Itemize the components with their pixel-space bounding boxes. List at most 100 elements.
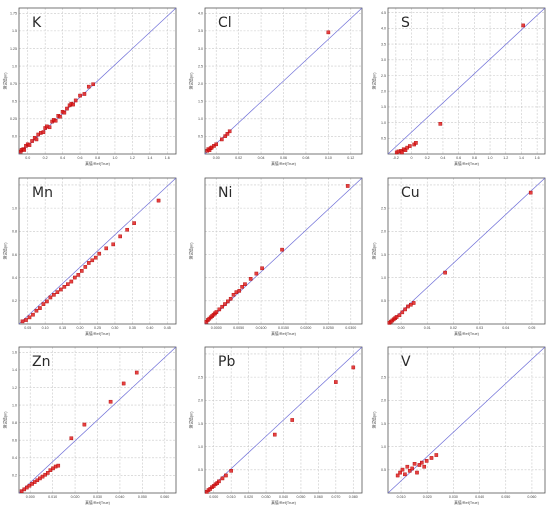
x-tick-label: 0.020 [244,495,253,499]
x-tick-label: 0.050 [296,495,305,499]
x-tick-label: 0.010 [397,495,406,499]
data-point [45,471,50,475]
data-point [412,461,417,466]
x-tick-label: 0.0050 [233,326,244,330]
x-axis-title: 真值/Ref(True) [271,500,296,505]
plot-frame [204,7,363,155]
x-tick-label: 0.060 [527,495,536,499]
data-point [93,255,98,260]
x-tick-label: 0.010 [227,495,236,499]
x-tick-label: 0.05 [528,326,535,330]
x-tick-label: 0.6 [456,156,461,160]
y-tick-label: 2.5 [198,64,203,68]
data-point [58,114,62,119]
y-axis-title: 测试值(m) [189,242,194,260]
data-point [65,106,69,111]
element-label: K [32,15,42,31]
data-point [280,247,284,252]
x-tick-label: 0.02 [450,326,457,330]
data-point [22,487,27,492]
data-point [254,271,259,276]
chart-panel-mn: 0.05 0.10 0.15 0.20 0.25 0.30 0.35 0.40 0.45 0.2 0… [2,172,182,337]
x-tick-label: 0.06 [280,156,287,160]
data-point [217,307,222,312]
element-label: Zn [32,354,50,370]
data-point [125,227,129,232]
data-point [223,302,227,306]
plot-frame [204,346,363,494]
x-axis-title: 真值/Ref(True) [454,161,479,166]
x-tick-label: 0.04 [258,156,265,160]
y-axis-title: 测试值(m) [189,411,194,429]
data-point [35,478,40,483]
chart-panel-pb: 0.000 0.010 0.020 0.030 0.040 0.050 0.060 0.070… [188,341,368,506]
data-point [111,242,115,247]
data-point [24,318,28,322]
y-tick-label: 1.75 [10,12,17,16]
data-point [27,483,32,488]
reference-line [387,7,546,155]
data-point [118,234,122,239]
y-tick-label: 0.2 [12,299,17,303]
data-point [48,468,53,472]
data-point [71,102,75,107]
data-point [345,184,350,188]
data-point [30,482,34,486]
data-point [25,485,29,490]
data-point [66,282,70,286]
y-axis-title: 测试值(m) [189,72,194,90]
scatter-chart-s: -0.2 0 0.2 0.4 0.6 0.8 1.0 1.2 1.4 1.6 0.5 1.0 1.5 2.… [372,7,546,166]
data-point [408,144,412,148]
scatter-chart-cu: 0.00 0.01 0.02 0.03 0.04 0.05 0.5 1.0 1.5 2.0 2.5 C… [372,177,546,336]
data-point [47,125,52,130]
y-tick-label: 0.5 [381,137,386,141]
data-point [108,399,113,404]
data-point [237,289,242,293]
y-tick-label: 0.8 [12,230,17,234]
x-tick-label: 1.6 [165,156,170,160]
data-point [59,287,63,292]
x-tick-label: 0.02 [235,156,242,160]
x-tick-label: 0.12 [347,156,354,160]
x-tick-label: 0.070 [331,495,340,499]
data-point [429,456,434,460]
data-point [31,312,35,317]
data-point [334,380,338,384]
x-tick-label: 0.040 [475,495,484,499]
scatter-chart-v: 0.010 0.020 0.030 0.040 0.050 0.060 0.5 1.0 1.5 2… [372,346,546,505]
chart-panel-v: 0.010 0.020 0.030 0.040 0.050 0.060 0.5 1.0 1.5 2… [371,341,551,506]
y-tick-label: 1.5 [198,100,203,104]
x-axis-title: 真值/Ref(True) [271,331,296,336]
x-tick-label: 0.000 [26,495,35,499]
y-tick-label: 3.5 [381,42,386,46]
y-tick-label: 0.4 [12,456,17,460]
x-tick-label: 1.2 [130,156,135,160]
y-tick-label: 0.25 [10,117,17,121]
data-point [272,432,277,437]
data-point [38,476,42,481]
x-tick-label: 0.2 [425,156,430,160]
element-label: Pb [218,354,235,370]
y-tick-label: 1.5 [381,422,386,426]
x-tick-label: 0.030 [93,495,102,499]
data-point [38,306,42,310]
y-axis-title: 测试值(m) [3,72,8,90]
x-tick-label: 1.6 [535,156,540,160]
data-point [51,466,55,471]
data-point [397,313,402,318]
x-tick-label: 0.30 [111,326,118,330]
y-tick-label: 2.5 [381,375,386,379]
x-tick-label: 0.4 [440,156,445,160]
data-point [411,301,416,305]
data-point [121,381,126,386]
data-point [48,295,53,300]
data-point [290,418,295,422]
data-point [19,489,24,493]
y-axis-title: 测试值(m) [3,242,8,260]
x-tick-label: 0.060 [160,495,169,499]
x-tick-label: 0.00 [213,156,220,160]
plot-frame [387,346,546,494]
x-tick-label: 0.40 [146,326,153,330]
chart-panel-cu: 0.00 0.01 0.02 0.03 0.04 0.05 0.5 1.0 1.5 2.0 2.5 C… [371,172,551,337]
data-point [82,92,87,96]
